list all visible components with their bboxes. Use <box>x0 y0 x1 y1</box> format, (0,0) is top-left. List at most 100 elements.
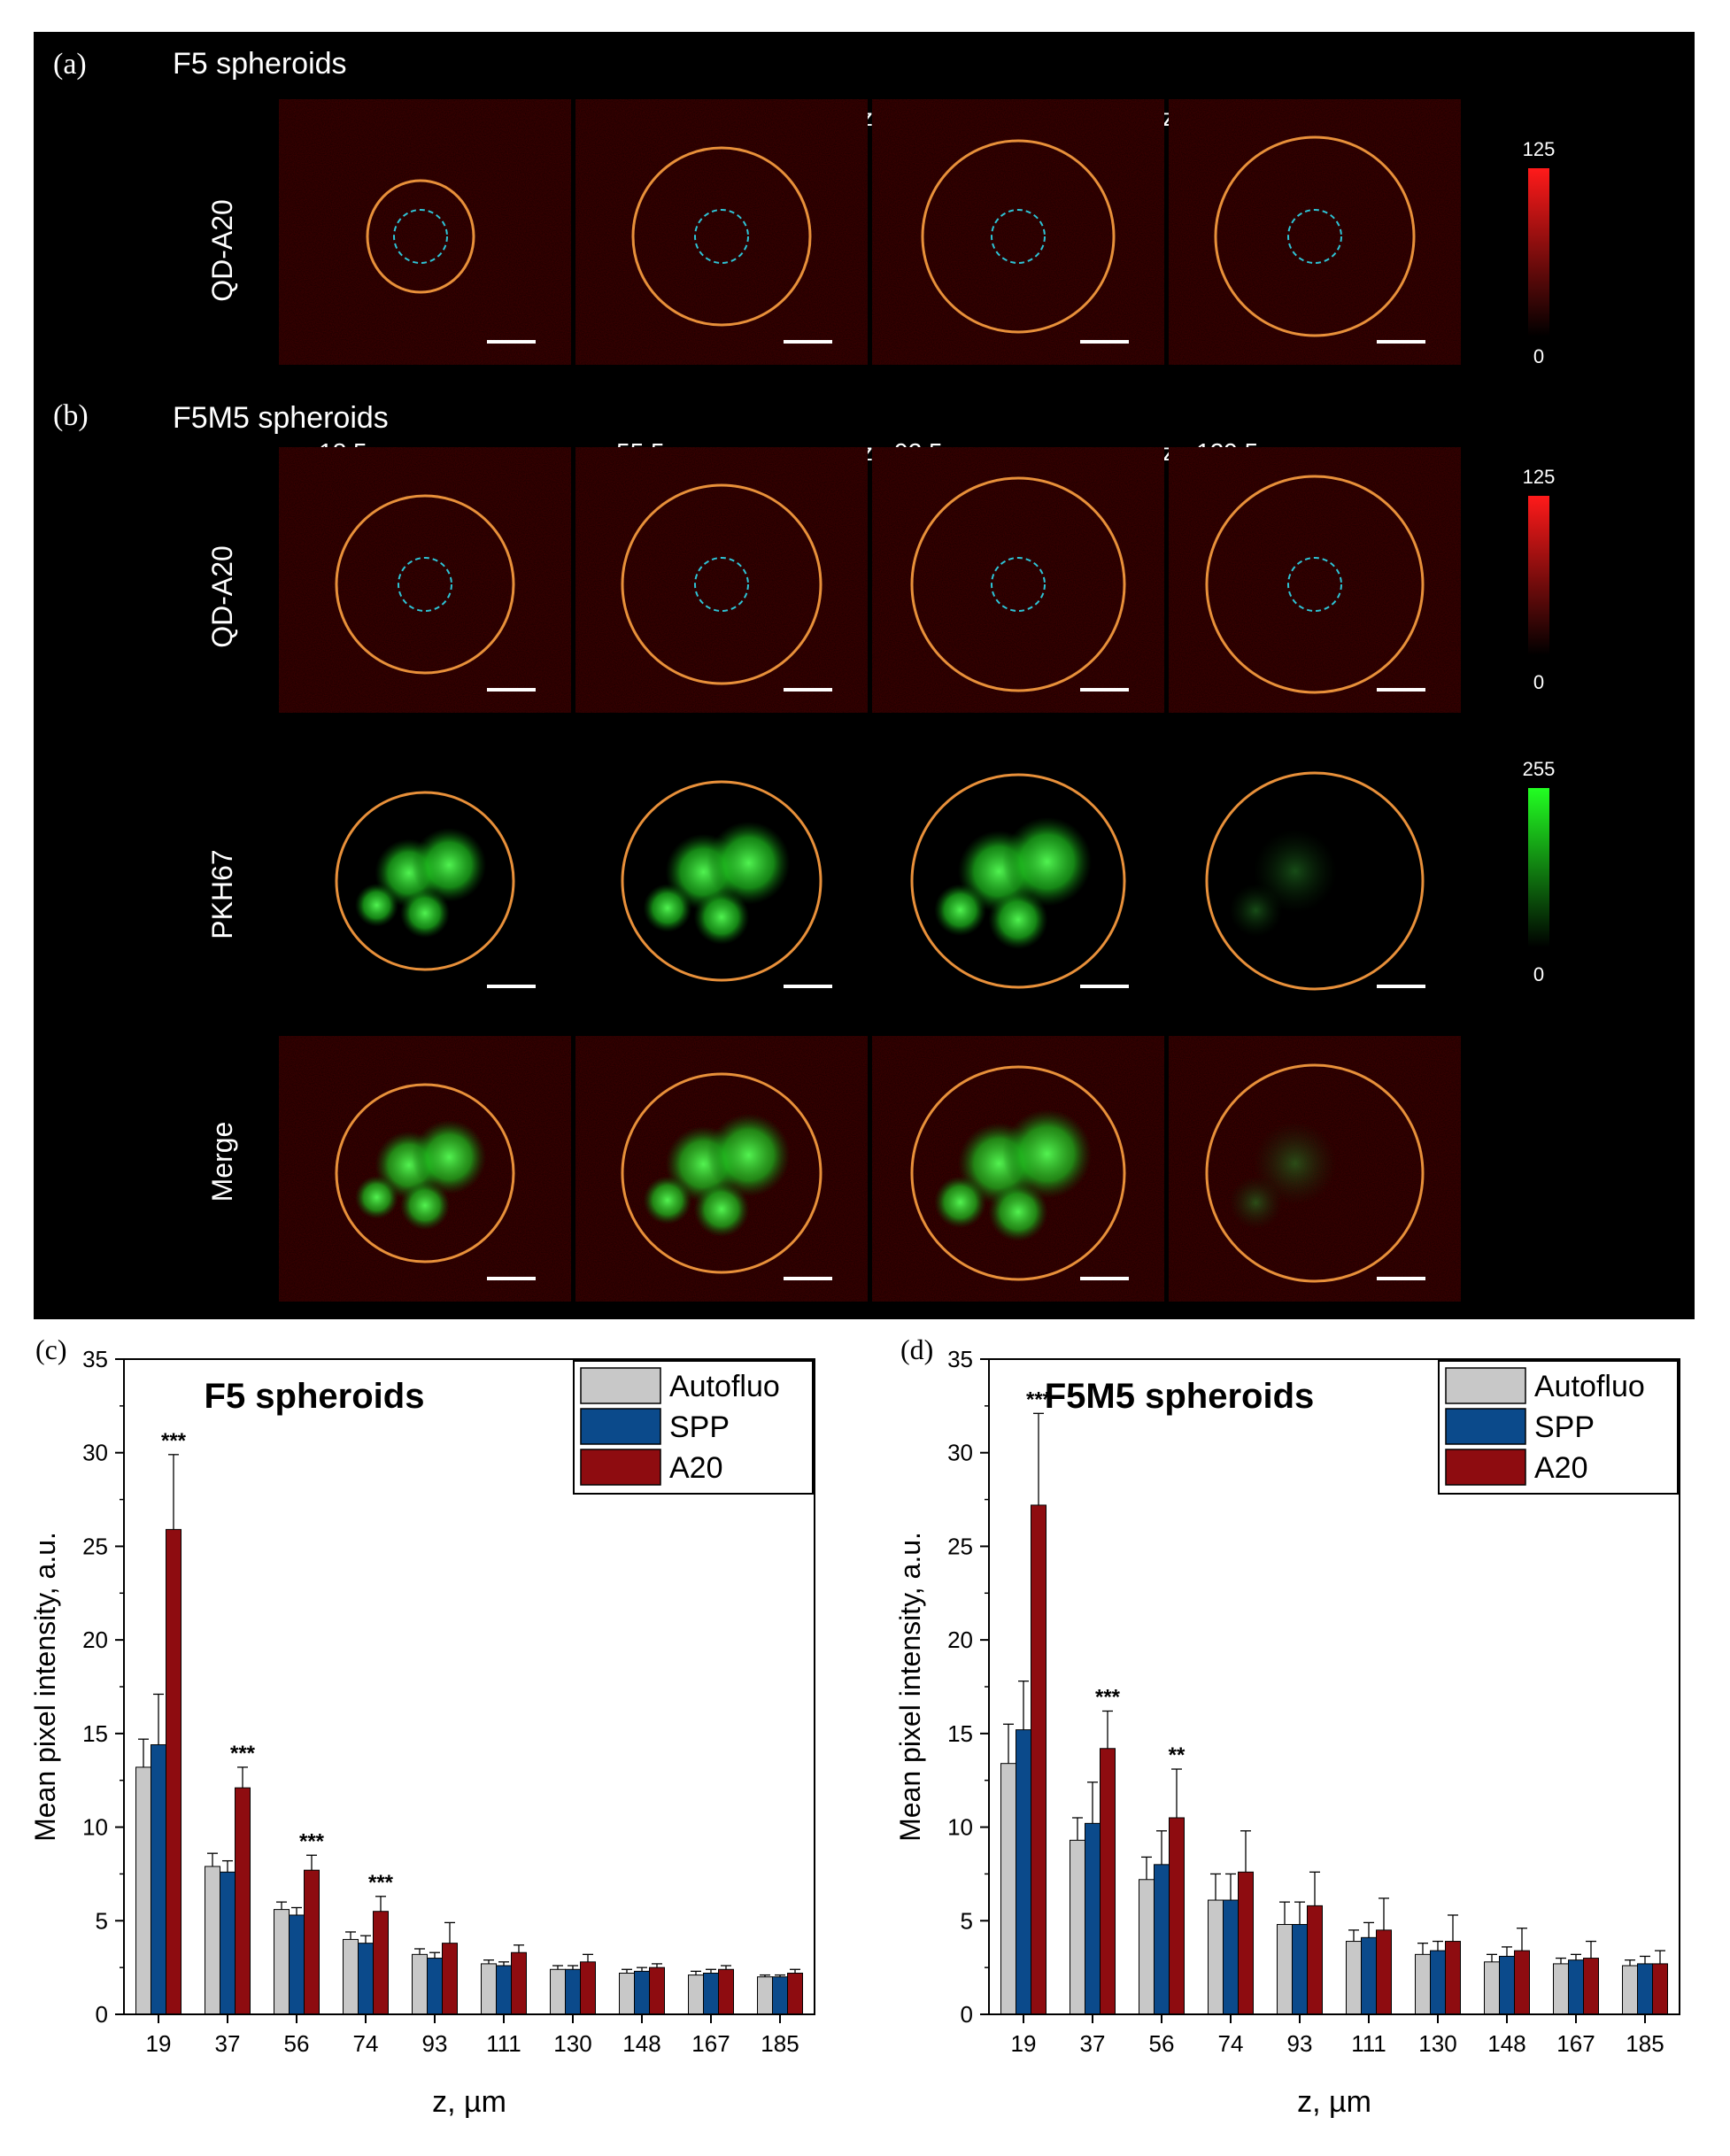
image-tile-b-merge-1 <box>279 1036 571 1302</box>
green-cluster <box>643 1176 692 1225</box>
scale-bar <box>487 1277 536 1280</box>
core-region-outline <box>393 209 448 264</box>
image-tile-b-pkh-4 <box>1169 744 1461 1009</box>
spheroid-outline <box>1205 1063 1425 1283</box>
bar-spp <box>427 1958 443 2015</box>
green-cluster <box>354 883 398 927</box>
green-cluster <box>693 1181 750 1238</box>
green-cluster <box>707 821 791 905</box>
image-tile-b-merge-4 <box>1169 1036 1461 1302</box>
bar-spp <box>1637 1963 1653 2015</box>
scale-bar <box>1377 985 1425 988</box>
y-tick-label: 15 <box>82 1720 108 1747</box>
core-region-outline <box>991 557 1046 612</box>
bar-a20 <box>1031 1504 1046 2015</box>
chart-title: F5M5 spheroids <box>1045 1377 1315 1416</box>
green-cluster <box>988 1182 1048 1242</box>
bar-a20 <box>1514 1950 1530 2015</box>
tile-noise <box>575 99 868 365</box>
scale-bar <box>1080 985 1129 988</box>
bar-a20 <box>580 1961 596 2015</box>
colorbar-b-red-gradient <box>1528 496 1549 655</box>
bar-autofluo <box>550 1968 566 2015</box>
bar-autofluo <box>619 1972 635 2015</box>
spheroid-outline <box>621 1072 823 1274</box>
core-region-outline <box>1287 209 1342 264</box>
bar-spp <box>220 1871 236 2015</box>
core-region-outline <box>1287 557 1342 612</box>
x-tick-label: 167 <box>1556 2030 1595 2057</box>
x-tick-label: 74 <box>1218 2030 1244 2057</box>
x-tick-label: 37 <box>1080 2030 1106 2057</box>
bar-spp <box>1016 1729 1031 2015</box>
image-tile-b-qd-3 <box>872 447 1164 713</box>
significance-marker: *** <box>230 1742 256 1766</box>
green-cluster <box>1002 816 1093 907</box>
bar-autofluo <box>1415 1953 1431 2015</box>
green-cluster <box>643 884 692 932</box>
green-cluster <box>354 1175 398 1219</box>
scale-bar <box>1080 1277 1129 1280</box>
legend-label-a20: A20 <box>1534 1451 1588 1485</box>
microscopy-figure: (a) F5 spheroids (b) F5M5 spheroids z= 1… <box>34 32 1695 1319</box>
bar-spp <box>772 1976 788 2015</box>
x-tick-label: 93 <box>422 2030 448 2057</box>
spheroid-outline <box>1214 135 1416 337</box>
image-tile-b-qd-4 <box>1169 447 1461 713</box>
scale-bar <box>1377 1277 1425 1280</box>
bar-a20 <box>304 1869 320 2015</box>
y-tick-label: 30 <box>947 1440 973 1466</box>
legend-swatch-a20 <box>580 1449 661 1486</box>
x-tick-label: 37 <box>215 2030 241 2057</box>
bar-autofluo <box>412 1953 428 2015</box>
image-tile-b-merge-2 <box>575 1036 868 1302</box>
scale-bar <box>1080 688 1129 692</box>
tile-noise <box>575 447 868 713</box>
y-axis-label: Mean pixel intensity, a.u. <box>29 1532 61 1842</box>
x-tick-label: 130 <box>1418 2030 1456 2057</box>
x-tick-label: 56 <box>284 2030 310 2057</box>
x-tick-label: 111 <box>1351 2030 1386 2057</box>
scale-bar <box>784 688 832 692</box>
x-tick-label: 19 <box>146 2030 172 2057</box>
legend-label-spp: SPP <box>669 1410 730 1444</box>
green-cluster <box>934 884 986 937</box>
colorbar-b-red: 125 0 <box>1523 466 1556 693</box>
significance-marker: *** <box>368 1871 394 1895</box>
bar-spp <box>565 1968 581 2015</box>
x-tick-label: 111 <box>486 2030 521 2057</box>
bar-spp <box>1361 1936 1377 2015</box>
panel-b-title: F5M5 spheroids <box>173 401 389 435</box>
bar-a20 <box>166 1528 181 2015</box>
image-tile-a-4 <box>1169 99 1461 365</box>
bar-spp <box>289 1914 305 2015</box>
bar-spp <box>1292 1924 1308 2015</box>
y-axis-label: Mean pixel intensity, a.u. <box>894 1532 926 1842</box>
spheroid-outline <box>621 483 823 685</box>
x-axis-label: z, µm <box>432 2085 506 2119</box>
bar-spp <box>703 1972 719 2015</box>
bar-spp <box>1154 1864 1170 2015</box>
spheroid-outline <box>1205 475 1425 694</box>
image-tile-a-3 <box>872 99 1164 365</box>
chart-panel-letter: (c) <box>35 1333 67 1365</box>
y-tick-label: 5 <box>96 1907 108 1934</box>
bar-spp <box>634 1970 650 2015</box>
legend-swatch-a20 <box>1445 1449 1526 1486</box>
colorbar-a-gradient <box>1528 168 1549 336</box>
scale-bar <box>1377 688 1425 692</box>
spheroid-outline <box>335 494 515 675</box>
colorbar-b-red-max: 125 <box>1523 466 1556 488</box>
y-tick-label: 35 <box>947 1346 973 1372</box>
bar-chart-c: (c) 0 5 10 15 20 25 30 35 Mean pixel intensity, a… <box>29 1333 815 2119</box>
spheroid-outline <box>621 780 823 982</box>
bar-a20 <box>1307 1905 1323 2015</box>
spheroid-outline <box>910 1065 1126 1281</box>
green-cluster <box>400 1180 450 1231</box>
bar-autofluo <box>1277 1924 1293 2015</box>
spheroid-outline <box>366 179 475 294</box>
spheroid-outline <box>910 476 1126 692</box>
y-tick-label: 15 <box>947 1720 973 1747</box>
y-tick-label: 25 <box>82 1533 108 1559</box>
colorbar-b-red-min: 0 <box>1533 671 1544 693</box>
